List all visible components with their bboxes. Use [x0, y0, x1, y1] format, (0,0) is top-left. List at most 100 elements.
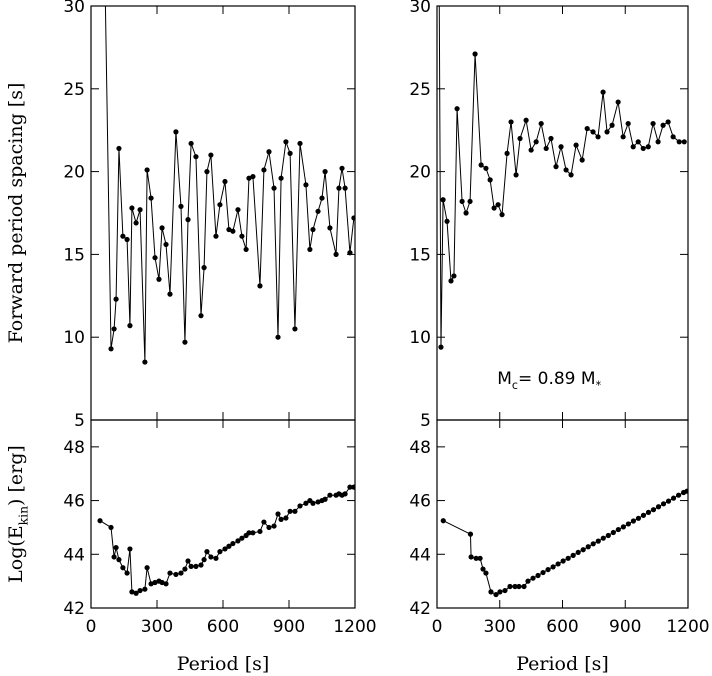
data-point — [483, 570, 489, 576]
data-point — [230, 228, 236, 234]
data-point — [182, 566, 188, 572]
data-point — [610, 529, 616, 536]
data-point — [333, 251, 339, 257]
data-point — [142, 359, 148, 365]
data-point — [113, 296, 119, 302]
data-point — [239, 535, 245, 541]
data-point — [159, 579, 165, 586]
data-point — [440, 197, 446, 203]
data-point — [148, 581, 154, 587]
data-point — [625, 521, 631, 527]
data-point — [297, 503, 303, 509]
data-point — [303, 182, 309, 188]
data-point — [630, 518, 637, 524]
data-point — [342, 185, 348, 191]
plot-area — [104, 6, 355, 365]
data-point — [198, 562, 204, 568]
data-point — [239, 233, 245, 239]
data-point — [163, 241, 169, 248]
data-point — [173, 571, 179, 578]
data-point — [116, 145, 122, 152]
data-point — [660, 122, 666, 128]
data-point — [208, 554, 214, 560]
data-point — [650, 120, 656, 127]
data-point — [235, 207, 241, 213]
plot-frame — [90, 5, 356, 421]
y-tick-label: 44 — [409, 545, 431, 565]
data-point — [226, 543, 232, 549]
y-tick-label: 10 — [63, 328, 85, 348]
data-point — [243, 246, 249, 253]
y-tick-label: 20 — [409, 163, 431, 183]
y-tick-label: 46 — [63, 492, 85, 512]
data-point — [604, 129, 610, 135]
data-point — [111, 326, 117, 332]
data-point — [513, 172, 519, 178]
data-point — [525, 578, 531, 584]
data-point — [246, 175, 252, 181]
data-point — [533, 139, 539, 145]
data-point — [555, 561, 561, 567]
data-point — [213, 555, 219, 561]
data-point — [297, 140, 303, 147]
data-point — [310, 226, 316, 233]
data-point — [283, 515, 289, 521]
data-point — [568, 172, 574, 178]
data-point — [448, 278, 454, 284]
x-tick-label: 0 — [86, 617, 97, 637]
data-point — [250, 173, 256, 180]
data-point — [615, 526, 621, 533]
data-point — [217, 202, 223, 208]
data-line — [104, 6, 355, 363]
y-tick-label: 30 — [63, 0, 85, 17]
x-axis-label: Period [s] — [177, 653, 270, 675]
data-point — [585, 544, 591, 550]
data-point — [550, 564, 556, 570]
data-point — [163, 581, 169, 587]
annotation-sub: * — [596, 379, 602, 392]
data-point — [307, 246, 313, 253]
data-point — [351, 215, 355, 221]
data-point — [261, 519, 267, 525]
data-point — [152, 255, 158, 261]
data-point — [292, 326, 298, 332]
data-point — [198, 313, 204, 319]
data-point — [322, 496, 328, 502]
data-point — [287, 150, 293, 156]
data-point — [303, 500, 309, 506]
data-point — [660, 501, 667, 507]
data-point — [478, 162, 484, 168]
data-point — [530, 575, 536, 581]
data-point — [327, 225, 333, 231]
data-point — [246, 530, 252, 536]
data-point — [615, 99, 621, 105]
data-point — [595, 538, 601, 544]
data-point — [208, 152, 214, 158]
y-tick-label: 10 — [409, 328, 431, 348]
y-tick-label: 44 — [63, 545, 85, 565]
data-point — [235, 538, 241, 544]
data-point — [570, 552, 576, 558]
data-point — [226, 226, 232, 233]
data-point — [681, 139, 687, 145]
data-point — [655, 504, 662, 510]
data-point — [144, 167, 150, 173]
data-point — [512, 583, 518, 590]
data-point — [257, 528, 263, 535]
data-point — [480, 566, 486, 572]
data-point — [319, 195, 325, 201]
y-axis-label-part: ) [erg] — [5, 445, 27, 506]
data-point — [468, 554, 474, 560]
data-point — [124, 570, 130, 576]
data-point — [473, 555, 479, 561]
data-point — [620, 134, 626, 140]
data-point — [120, 233, 126, 239]
data-point — [213, 233, 219, 239]
data-point — [144, 565, 150, 571]
y-axis-label: Log(Ekin) [erg] — [5, 445, 31, 583]
data-point — [129, 205, 135, 211]
data-point — [127, 323, 133, 329]
data-point — [310, 500, 316, 506]
data-point — [347, 484, 353, 490]
